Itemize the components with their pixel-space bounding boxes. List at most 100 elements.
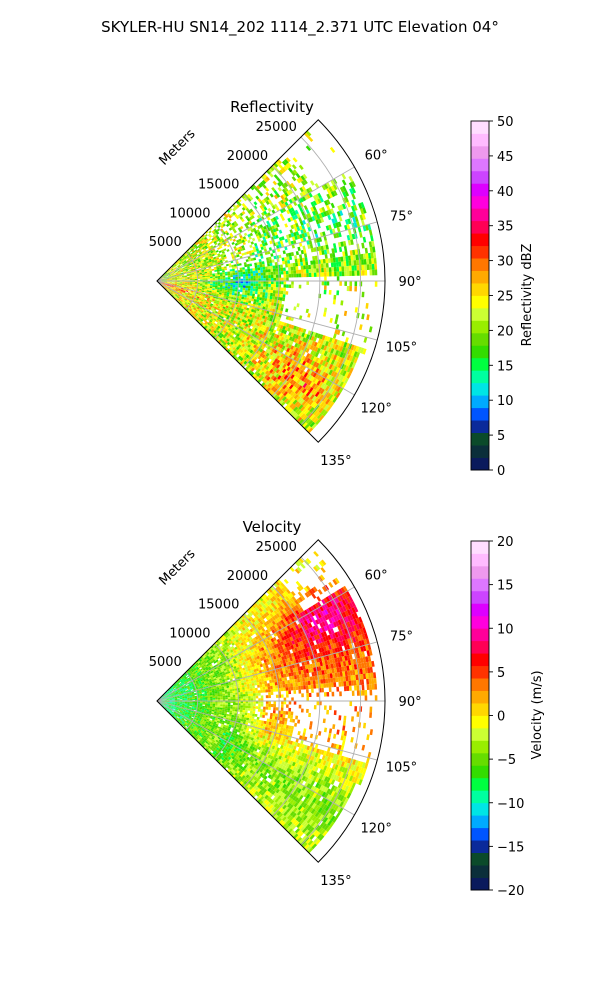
- field-cell: [308, 399, 314, 406]
- field-cell: [307, 380, 313, 386]
- field-cell: [338, 266, 342, 272]
- field-cell: [201, 241, 205, 245]
- range-tick-label: 5000: [149, 235, 182, 250]
- field-cell: [287, 263, 291, 268]
- field-cell: [183, 300, 186, 303]
- field-cell: [227, 324, 231, 328]
- field-cell: [198, 675, 202, 679]
- field-cell: [250, 278, 254, 281]
- field-cell: [239, 212, 244, 217]
- field-cell: [271, 356, 276, 362]
- field-cell: [205, 301, 209, 304]
- field-cell: [290, 397, 296, 404]
- field-cell: [310, 401, 316, 407]
- field-cell: [188, 678, 192, 682]
- field-cell: [302, 245, 306, 250]
- field-cell: [196, 667, 200, 671]
- field-cell: [295, 357, 300, 363]
- field-cell: [320, 344, 325, 350]
- field-cell: [199, 247, 203, 250]
- field-cell: [255, 302, 259, 306]
- field-cell: [298, 269, 302, 274]
- field-cell: [210, 330, 214, 334]
- field-cell: [218, 319, 222, 323]
- colorbar-tick-label: 30: [497, 255, 514, 270]
- field-cell: [322, 410, 328, 417]
- field-cell: [208, 328, 212, 332]
- field-cell: [166, 704, 170, 706]
- field-cell: [192, 276, 195, 278]
- field-cell: [200, 680, 204, 683]
- field-cell: [202, 273, 205, 276]
- field-cell: [321, 390, 327, 396]
- field-cell: [214, 298, 218, 301]
- field-cell: [274, 220, 279, 225]
- field-cell: [191, 286, 195, 288]
- field-cell: [193, 708, 197, 711]
- field-cell: [286, 256, 290, 261]
- field-cell: [190, 711, 194, 713]
- field-cell: [269, 317, 273, 322]
- field-cell: [294, 372, 300, 378]
- field-cell: [203, 680, 207, 683]
- field-cell: [185, 690, 189, 693]
- field-cell: [166, 702, 170, 704]
- field-cell: [189, 698, 193, 700]
- field-cell: [173, 684, 177, 687]
- field-cell: [288, 316, 292, 321]
- field-cell: [256, 185, 261, 190]
- field-cell: [227, 281, 231, 283]
- field-cell: [166, 271, 169, 274]
- field-cell: [349, 361, 354, 368]
- field-cell: [309, 344, 314, 351]
- field-cell: [288, 252, 292, 257]
- field-cell: [346, 270, 350, 277]
- field-cell: [189, 277, 193, 279]
- field-cell: [257, 225, 261, 230]
- field-cell: [174, 714, 178, 717]
- field-cell: [249, 290, 253, 294]
- field-cell: [189, 696, 193, 698]
- field-cell: [210, 325, 215, 329]
- field-cell: [239, 235, 243, 239]
- field-cell: [207, 314, 211, 317]
- field-cell: [203, 239, 207, 243]
- field-cell: [301, 365, 307, 372]
- field-cell: [184, 279, 188, 281]
- field-cell: [288, 241, 292, 246]
- field-cell: [214, 261, 218, 264]
- field-cell: [171, 694, 174, 696]
- field-cell: [212, 231, 217, 235]
- field-cell: [199, 262, 202, 265]
- field-cell: [174, 282, 178, 284]
- field-cell: [197, 314, 201, 318]
- field-cell: [184, 681, 188, 684]
- field-cell: [216, 313, 220, 317]
- field-cell: [192, 705, 195, 707]
- colorbar-tick-label: 25: [497, 290, 514, 305]
- field-cell: [293, 413, 299, 419]
- field-cell: [310, 370, 315, 377]
- field-cell: [311, 395, 317, 402]
- field-cell: [167, 288, 170, 290]
- colorbar-band: [471, 432, 489, 446]
- field-cell: [205, 684, 209, 687]
- field-cell: [207, 287, 210, 290]
- field-cell: [191, 314, 194, 317]
- field-cell: [171, 706, 174, 708]
- field-cell: [353, 204, 358, 211]
- field-cell: [180, 720, 183, 723]
- field-cell: [187, 702, 190, 704]
- field-cell: [191, 673, 194, 676]
- field-cell: [275, 323, 279, 328]
- field-cell: [290, 374, 295, 380]
- field-cell: [276, 309, 281, 314]
- field-cell: [216, 267, 220, 270]
- field-cell: [259, 333, 264, 338]
- field-cell: [271, 361, 276, 366]
- field-cell: [217, 237, 221, 241]
- field-cell: [286, 371, 291, 377]
- field-cell: [216, 269, 220, 272]
- field-cell: [229, 334, 233, 339]
- field-cell: [321, 403, 328, 409]
